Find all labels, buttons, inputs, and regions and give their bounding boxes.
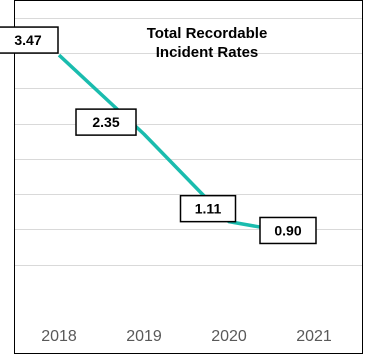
x-tick-2021: 2021 (296, 328, 332, 345)
data-label-text: 2.35 (92, 114, 119, 130)
data-label-box (259, 216, 317, 245)
x-tick-2018: 2018 (41, 328, 77, 345)
data-label-box (179, 194, 237, 223)
data-label-text: 3.47 (14, 32, 41, 48)
data-label-text: 0.90 (274, 222, 301, 238)
data-label-2018: 3.47 (0, 26, 59, 54)
data-labels: 3.47 2.35 1.11 0.90 (0, 26, 317, 245)
data-label-box (75, 108, 137, 136)
data-label-text: 1.11 (195, 201, 222, 217)
data-label-box (0, 26, 59, 54)
x-axis-tick-labels: 2018 2019 2020 2021 (41, 328, 332, 345)
x-tick-2019: 2019 (126, 328, 162, 345)
chart-title-line-2: Incident Rates (156, 44, 259, 61)
data-label-2021: 0.90 (259, 216, 317, 245)
data-label-2020: 1.11 (179, 194, 237, 223)
data-label-2019: 2.35 (75, 108, 137, 136)
chart-title-line-1: Total Recordable (147, 25, 268, 42)
x-tick-2020: 2020 (211, 328, 247, 345)
